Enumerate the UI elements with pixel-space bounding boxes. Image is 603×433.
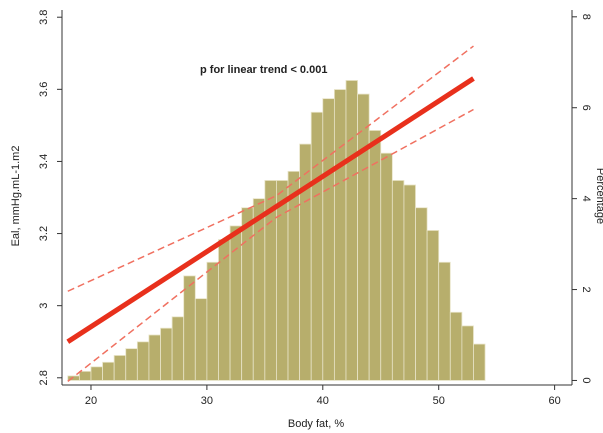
annotation: p for linear trend < 0.001 — [200, 64, 327, 76]
bar — [322, 98, 335, 381]
x-tick-label: 20 — [85, 395, 97, 407]
y2-tick-label: 4 — [580, 196, 592, 202]
y2-tick-label: 6 — [580, 105, 592, 111]
x-tick-label: 40 — [317, 395, 329, 407]
bar — [183, 275, 196, 381]
bar — [171, 316, 185, 381]
bar — [333, 89, 347, 381]
x-axis-label: Body fat, % — [288, 418, 344, 430]
y-tick-label: 2.8 — [38, 370, 50, 385]
ci-line — [67, 108, 474, 382]
bar — [415, 207, 428, 381]
x-tick-label: 50 — [433, 395, 445, 407]
bar — [368, 130, 382, 381]
bar — [426, 230, 440, 381]
y-tick-label: 3 — [38, 303, 50, 309]
y2-tick-label: 0 — [580, 377, 592, 383]
bar — [206, 261, 219, 381]
bar — [102, 361, 115, 381]
bar — [345, 80, 358, 381]
bar — [113, 355, 127, 381]
bar — [276, 180, 289, 381]
bar — [357, 93, 370, 381]
bar — [310, 111, 324, 381]
bar — [461, 325, 474, 381]
y2-tick-label: 2 — [580, 286, 592, 292]
bar — [148, 334, 161, 381]
y-axis-label: Eal, mmHg.mL-1.m2 — [10, 146, 22, 247]
bar — [90, 366, 103, 381]
y-tick-label: 3.2 — [38, 226, 50, 241]
bar — [449, 311, 463, 381]
bar — [380, 152, 393, 381]
bar — [218, 239, 231, 381]
y-tick-label: 3.8 — [38, 10, 50, 25]
bar — [160, 327, 173, 381]
bar — [252, 198, 266, 381]
x-tick-label: 60 — [548, 395, 560, 407]
bar — [125, 348, 138, 381]
y-tick-label: 3.6 — [38, 82, 50, 97]
bar — [136, 341, 150, 381]
bar — [194, 298, 208, 381]
bar — [78, 370, 92, 381]
bar — [473, 343, 486, 381]
y2-axis-label: Percentage — [594, 168, 603, 224]
bar — [299, 143, 312, 381]
bar — [403, 184, 416, 381]
y-tick-label: 3.4 — [38, 154, 50, 169]
bar — [287, 170, 301, 381]
fit-line — [66, 76, 475, 344]
x-tick-label: 30 — [201, 395, 213, 407]
bar — [241, 207, 254, 381]
bar — [438, 261, 451, 381]
y2-tick-label: 8 — [580, 14, 592, 20]
bar — [391, 180, 405, 381]
